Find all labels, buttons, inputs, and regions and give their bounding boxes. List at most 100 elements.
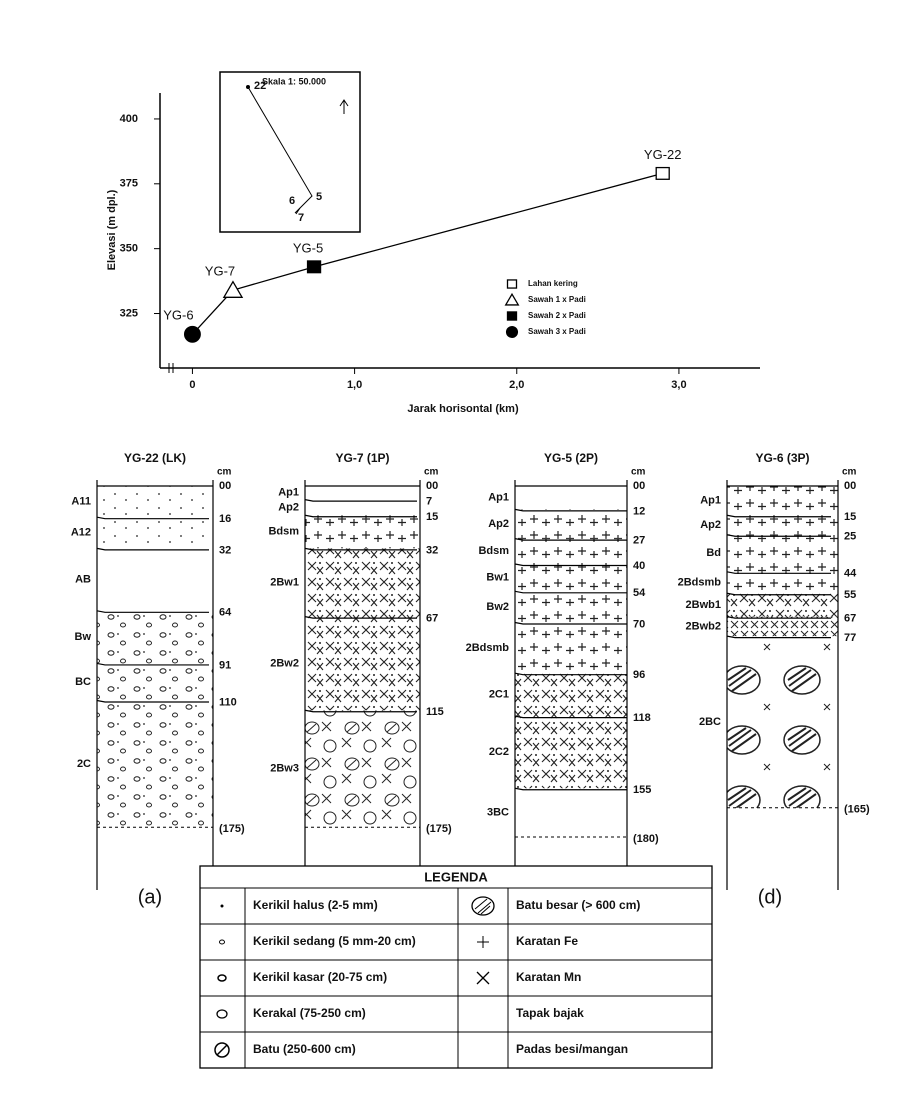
horizon-fill xyxy=(97,701,213,828)
marker xyxy=(506,294,519,305)
horizon-name: 2Bdsmb xyxy=(466,642,510,654)
depth-label: 118 xyxy=(633,712,651,724)
profile-caption: (d) xyxy=(758,886,782,908)
point-label: YG-7 xyxy=(205,264,235,279)
profile-title: YG-6 (3P) xyxy=(755,451,809,465)
legend-text: Tapak bajak xyxy=(516,1006,584,1020)
depth-label: 67 xyxy=(426,613,438,625)
horizon-name: 2C xyxy=(77,758,91,770)
point-label: YG-5 xyxy=(293,240,323,255)
depth-label: 12 xyxy=(633,505,645,517)
profile-title: YG-7 (1P) xyxy=(335,451,389,465)
depth-label: 77 xyxy=(844,632,856,644)
legend-text: Batu besar (> 600 cm) xyxy=(516,898,640,912)
depth-unit: cm xyxy=(424,467,439,478)
legend-text: Kerakal (75-250 cm) xyxy=(253,1006,366,1020)
horizon-fill xyxy=(305,548,420,616)
horizon-name: Ap2 xyxy=(488,518,509,530)
x-tick-label: 3,0 xyxy=(671,379,686,391)
x-axis-title: Jarak horisontal (km) xyxy=(407,403,519,415)
horizon-name: Bd xyxy=(706,547,721,559)
profile-caption: (a) xyxy=(138,886,162,908)
depth-label: 40 xyxy=(633,560,645,572)
profile-title: YG-22 (LK) xyxy=(124,451,186,465)
depth-label: 44 xyxy=(844,568,857,580)
depth-label: 32 xyxy=(219,544,231,556)
horizon-fill xyxy=(305,617,420,711)
horizon-fill xyxy=(727,593,838,616)
horizon-name: Bw xyxy=(75,631,92,643)
profiles: YG-22 (LK) cm A11 A12 AB Bw BC 2C 00 16 32 64 91 110 (… xyxy=(71,451,870,908)
depth-label: 64 xyxy=(219,607,232,619)
y-tick-label: 350 xyxy=(120,243,138,255)
point-label: YG-22 xyxy=(644,147,682,162)
horizon-name: 3BC xyxy=(487,807,509,819)
marker xyxy=(508,280,517,288)
horizon-fill xyxy=(515,564,627,591)
inset-label: 6 xyxy=(289,195,295,207)
depth-label: 25 xyxy=(844,531,856,543)
depth-label: 27 xyxy=(633,535,645,547)
horizon-fill xyxy=(515,716,627,788)
legend-text: Karatan Mn xyxy=(516,970,581,984)
legend-label: Sawah 2 x Padi xyxy=(528,311,586,320)
horizon-fill xyxy=(515,623,627,674)
horizon-name: 2Bwb2 xyxy=(686,620,721,632)
horizon-name: AB xyxy=(75,574,91,586)
horizon-fill xyxy=(305,710,420,827)
horizon-name: 2Bdsmb xyxy=(678,576,722,588)
horizon-fill xyxy=(515,673,627,716)
depth-label: (180) xyxy=(633,833,659,845)
horizon-fill xyxy=(727,535,838,572)
marker xyxy=(308,261,321,273)
inset-scale: Skala 1: 50.000 xyxy=(262,76,326,86)
depth-label: 67 xyxy=(844,613,856,625)
legend-text: Batu (250-600 cm) xyxy=(253,1042,356,1056)
legend-label: Lahan kering xyxy=(528,279,578,288)
horizon-fill xyxy=(97,611,213,664)
depth-label: 115 xyxy=(426,706,444,718)
point-label: YG-6 xyxy=(163,308,193,323)
marker xyxy=(656,168,669,180)
profile-title: YG-5 (2P) xyxy=(544,451,598,465)
horizon-name: Bw1 xyxy=(486,572,509,584)
horizon-fill xyxy=(727,486,838,515)
depth-label: (175) xyxy=(219,823,245,835)
horizon-name: A11 xyxy=(71,496,91,508)
depth-label: 55 xyxy=(844,589,856,601)
y-tick-label: 375 xyxy=(120,178,138,190)
depth-label: 7 xyxy=(426,496,432,508)
legend-text: Padas besi/mangan xyxy=(516,1042,628,1056)
inset-label: 22 xyxy=(254,80,266,92)
horizon-name: Ap1 xyxy=(488,492,509,504)
table-frame xyxy=(200,866,712,1068)
inset-point xyxy=(246,85,250,89)
horizon-name: 2BC xyxy=(699,716,721,728)
figure: Skala 1: 50.000 22 5 6 7 Jarak horisonta… xyxy=(0,0,911,1102)
horizon-name: BC xyxy=(75,676,91,688)
depth-label: 00 xyxy=(844,480,856,492)
horizon-name: Ap2 xyxy=(700,519,721,531)
depth-label: 16 xyxy=(219,513,231,525)
legend-text: Karatan Fe xyxy=(516,934,578,948)
depth-label: 96 xyxy=(633,669,645,681)
depth-unit: cm xyxy=(842,467,857,478)
horizon-name: A12 xyxy=(71,527,91,539)
depth-label: 110 xyxy=(219,696,237,708)
horizon-fill xyxy=(515,591,627,622)
horizon-name: Ap1 xyxy=(278,487,299,499)
depth-label: 00 xyxy=(219,480,231,492)
horizon-name: 2C2 xyxy=(489,746,509,758)
depth-label: 15 xyxy=(426,511,438,523)
horizon-name: 2Bwb1 xyxy=(686,599,721,611)
legend-label: Sawah 1 x Padi xyxy=(528,295,586,304)
horizon-name: Bdsm xyxy=(478,545,509,557)
legend-table: LEGENDAKerikil halus (2-5 mm)Batu besar … xyxy=(200,866,712,1068)
depth-label: 91 xyxy=(219,659,231,671)
y-tick-label: 400 xyxy=(120,113,138,125)
depth-label: 54 xyxy=(633,587,646,599)
legend-text: Kerikil kasar (20-75 cm) xyxy=(253,970,387,984)
y-tick-label: 325 xyxy=(120,307,138,319)
horizon-fill xyxy=(727,515,838,535)
horizon-name: Bw2 xyxy=(486,601,509,613)
